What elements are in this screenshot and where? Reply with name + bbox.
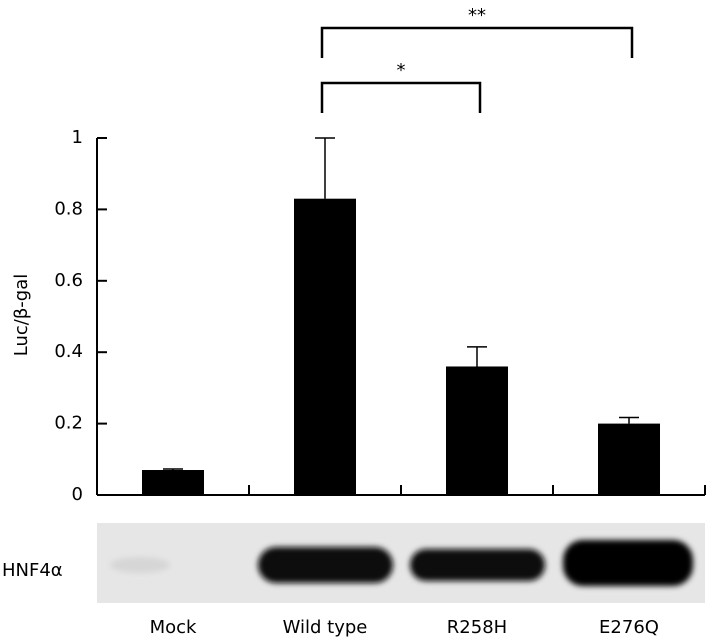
y-tick-label: 0.2 bbox=[54, 413, 83, 434]
x-tick-label: E276Q bbox=[599, 617, 659, 638]
error-bar bbox=[467, 346, 487, 367]
error-bar bbox=[315, 137, 335, 199]
x-tick-label: Wild type bbox=[283, 617, 368, 638]
bar bbox=[446, 366, 508, 495]
significance-bracket bbox=[320, 81, 482, 113]
bar bbox=[142, 470, 204, 495]
y-tick-label: 0 bbox=[72, 484, 83, 505]
significance-label: * bbox=[397, 60, 406, 81]
y-tick-label: 0.8 bbox=[54, 198, 83, 219]
y-tick-label: 0.6 bbox=[54, 270, 83, 291]
significance-bracket bbox=[320, 26, 634, 58]
bar bbox=[294, 198, 356, 495]
x-tick-label: Mock bbox=[150, 617, 197, 638]
x-tick-label: R258H bbox=[447, 617, 507, 638]
error-bar bbox=[163, 468, 183, 471]
y-tick-label: 1 bbox=[72, 127, 83, 148]
blot-band bbox=[110, 557, 170, 573]
significance-label: ** bbox=[468, 5, 486, 26]
error-bar bbox=[619, 416, 639, 424]
blot-band bbox=[410, 549, 545, 581]
y-tick-label: 0.4 bbox=[54, 341, 83, 362]
blot-band bbox=[258, 547, 393, 583]
blot-band bbox=[563, 540, 693, 586]
blot-label: HNF4α bbox=[2, 560, 63, 581]
bar bbox=[598, 423, 660, 495]
y-axis-label: Luc/β-gal bbox=[11, 274, 32, 357]
